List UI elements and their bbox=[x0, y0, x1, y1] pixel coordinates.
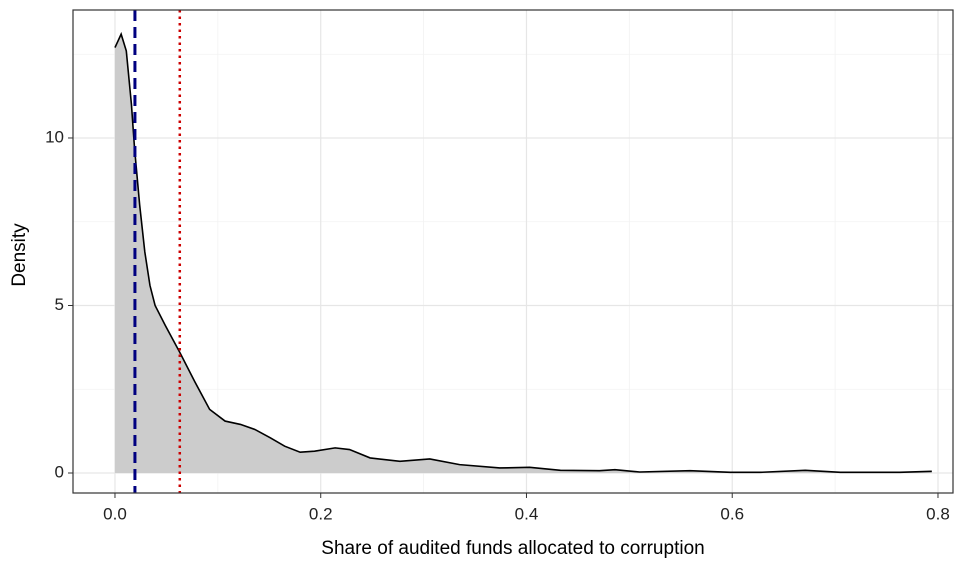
y-tick-label: 10 bbox=[45, 127, 64, 146]
x-tick-label: 0.2 bbox=[309, 504, 333, 523]
x-axis-label: Share of audited funds allocated to corr… bbox=[321, 538, 704, 559]
density-line bbox=[114, 31, 932, 474]
x-tick-label: 0.8 bbox=[926, 504, 950, 523]
x-tick-label: 0.0 bbox=[103, 504, 127, 523]
x-tick-label: 0.6 bbox=[720, 504, 744, 523]
x-tick-label: 0.4 bbox=[515, 504, 539, 523]
y-tick-label: 5 bbox=[55, 295, 64, 314]
density-area bbox=[114, 34, 932, 473]
y-tick-label: 0 bbox=[55, 462, 64, 481]
panel-border bbox=[72, 9, 954, 494]
y-axis-label: Density bbox=[9, 223, 30, 287]
